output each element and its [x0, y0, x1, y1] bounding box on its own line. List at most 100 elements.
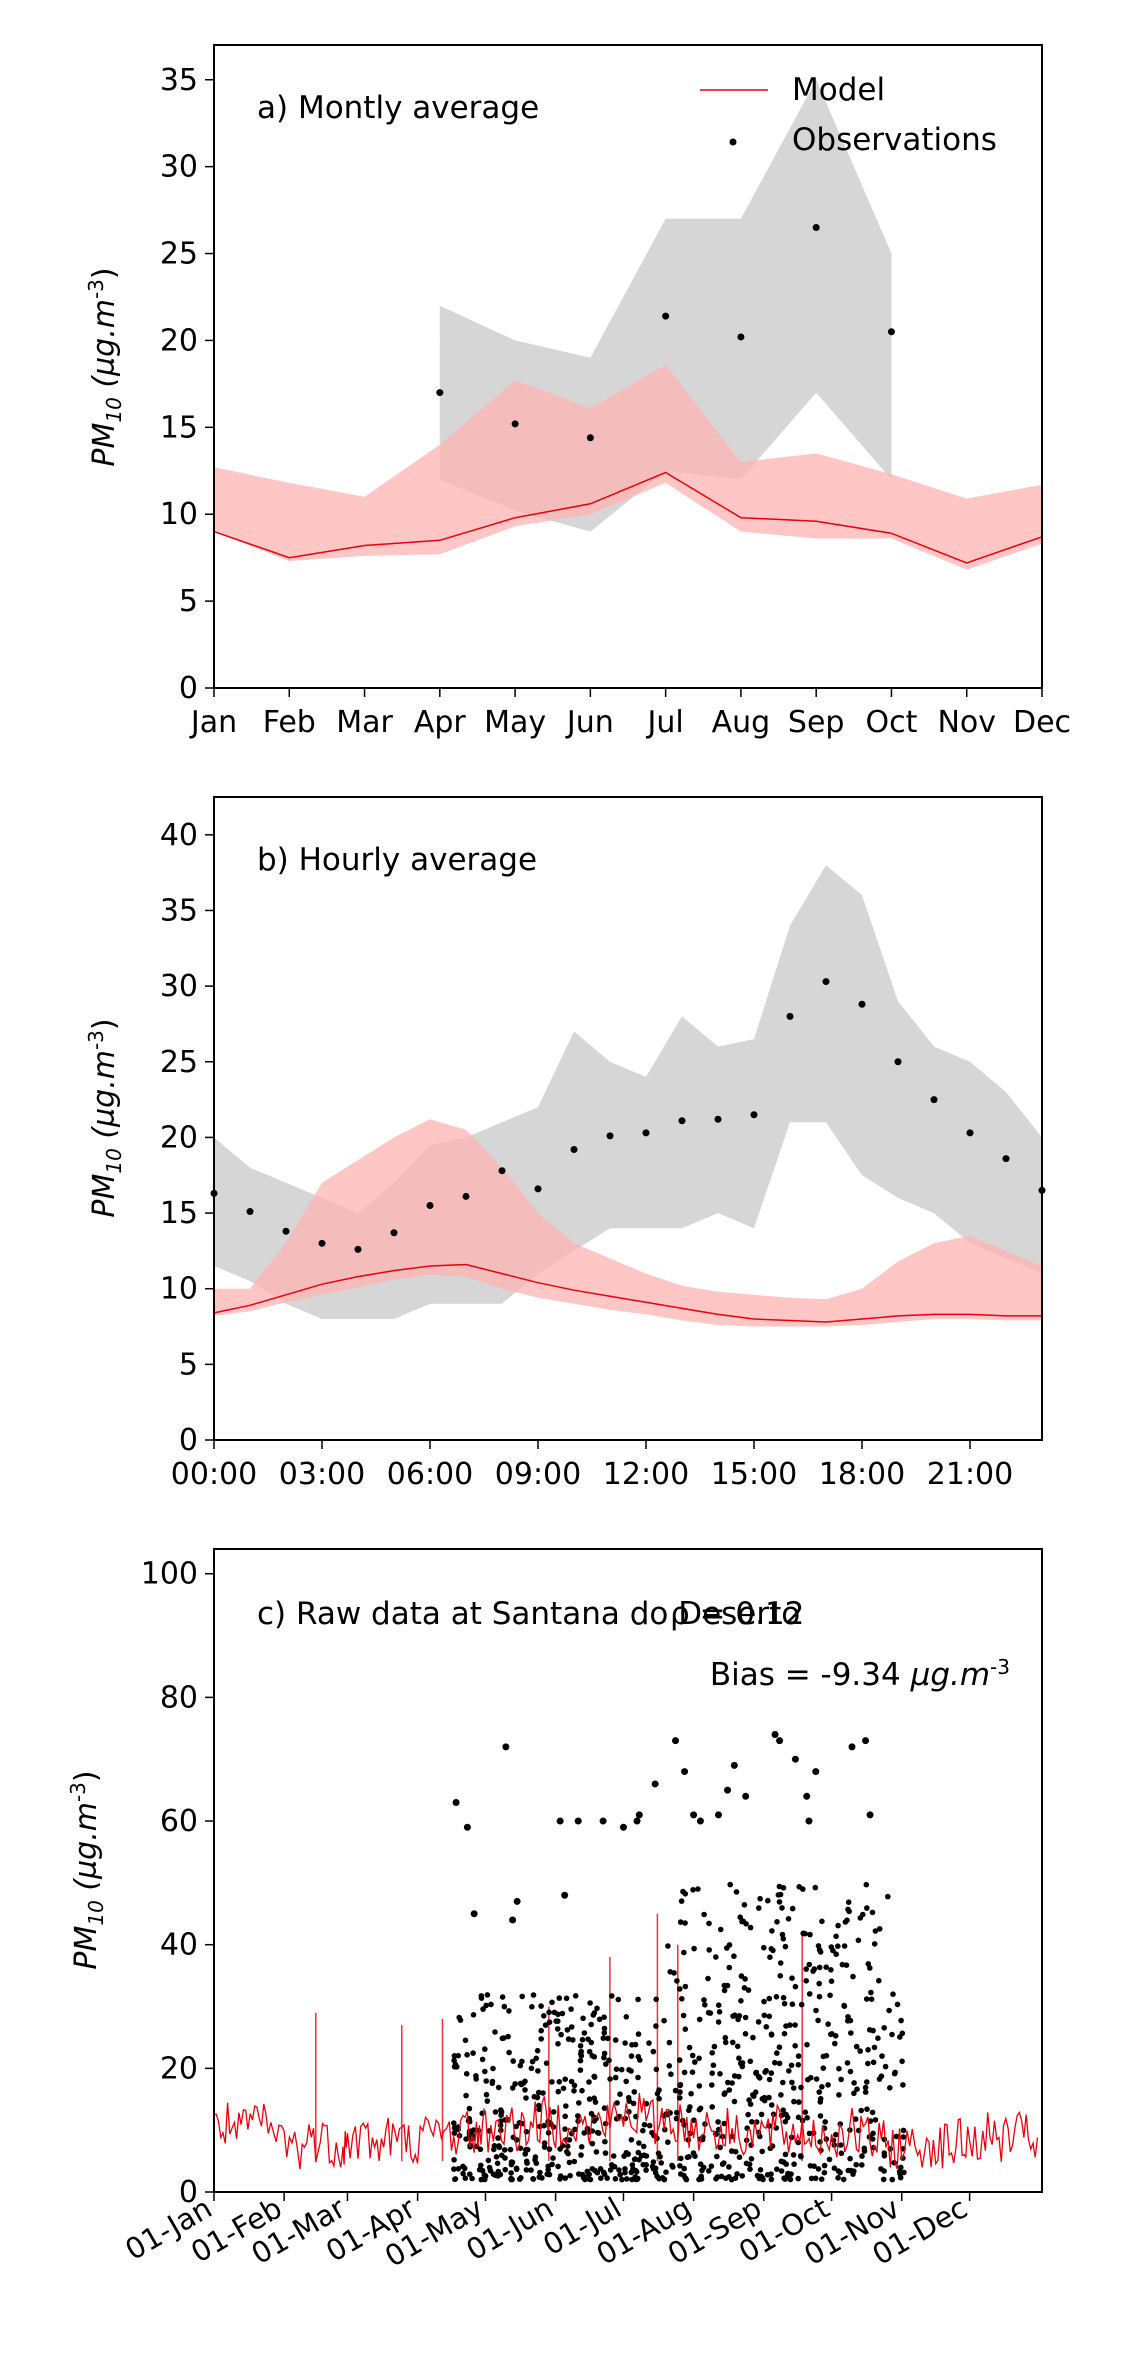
observation-point	[776, 2060, 783, 2067]
observation-point	[705, 1975, 711, 1982]
observation-point	[778, 2168, 785, 2174]
observation-point	[862, 2084, 869, 2091]
observation-point	[828, 1944, 835, 1950]
observation-point	[571, 2088, 577, 2094]
observation-point	[626, 2067, 632, 2073]
observation-point	[850, 1973, 856, 1980]
observation-point	[721, 1982, 728, 1989]
observation-point	[696, 2016, 703, 2023]
observation-point	[636, 2140, 642, 2146]
observation-point	[579, 2036, 586, 2043]
observation-point	[717, 2144, 723, 2151]
x-tick-label: Jun	[565, 705, 614, 740]
observation-point	[841, 1943, 848, 1949]
observation-point	[485, 2157, 492, 2164]
observation-point	[615, 1996, 622, 2003]
observation-point	[681, 1768, 689, 1776]
observation-point	[586, 2048, 593, 2055]
observation-point	[670, 2164, 676, 2170]
observation-point	[513, 2123, 519, 2130]
observation-point	[550, 2109, 557, 2115]
observation-point	[618, 2066, 625, 2073]
observation-point	[709, 2050, 715, 2056]
observation-point	[668, 2071, 674, 2077]
observation-point	[633, 2176, 639, 2183]
observation-point	[736, 2154, 743, 2160]
observation-point	[692, 2059, 698, 2065]
observation-point	[595, 2130, 602, 2136]
observation-point	[792, 2022, 798, 2028]
observation-point	[546, 2171, 553, 2178]
observation-point	[833, 2131, 839, 2138]
y-axis-label: PM10 (µg.m-3)	[66, 1770, 108, 1969]
observation-point	[534, 1185, 542, 1193]
observation-point	[530, 2176, 537, 2182]
observation-point	[560, 2085, 567, 2092]
observation-point	[821, 2169, 828, 2176]
observation-point	[796, 2099, 802, 2105]
observation-point	[473, 2073, 479, 2079]
y-tick-label: 30	[160, 969, 198, 1004]
observation-point	[451, 2166, 457, 2172]
observation-point	[483, 2002, 490, 2009]
observation-point	[522, 2078, 528, 2085]
observation-point	[756, 1905, 762, 1911]
observation-point	[565, 2036, 572, 2042]
observation-point	[678, 1898, 685, 1904]
observation-point	[602, 2150, 609, 2156]
observation-point	[577, 2057, 584, 2064]
observation-point	[816, 1993, 823, 2000]
y-tick-label: 20	[160, 2051, 198, 2086]
observation-point	[549, 2079, 555, 2085]
observation-point	[563, 2103, 569, 2109]
observation-point	[782, 2176, 788, 2182]
observation-point	[732, 2148, 739, 2155]
observation-point	[817, 2139, 823, 2145]
y-tick-label: 40	[160, 818, 198, 853]
observation-point	[876, 2076, 883, 2082]
observation-point	[677, 2163, 683, 2169]
observation-point	[835, 1943, 841, 1949]
observation-point	[817, 2099, 824, 2105]
observation-point	[770, 1947, 776, 1954]
x-tick-label: Jan	[189, 705, 237, 740]
observation-point	[777, 1973, 784, 1979]
observation-point	[737, 333, 745, 341]
observation-point	[484, 1992, 491, 1998]
observation-point	[766, 2076, 773, 2083]
observation-point	[1002, 1155, 1010, 1163]
observation-point	[556, 2079, 563, 2085]
observation-point	[563, 1995, 570, 2002]
observation-point	[819, 2084, 825, 2090]
observation-point	[628, 2169, 635, 2176]
observation-point	[803, 1978, 809, 1984]
observation-point	[536, 2102, 542, 2109]
observation-point	[721, 2120, 728, 2127]
observation-point	[832, 2040, 838, 2047]
observation-point	[835, 1922, 841, 1929]
observation-point	[614, 2100, 620, 2106]
observation-point	[885, 1893, 891, 1900]
observation-point	[650, 2048, 657, 2055]
observation-point	[555, 2163, 561, 2170]
observation-point	[709, 2104, 715, 2110]
observation-point	[780, 2079, 786, 2086]
observation-point	[868, 1996, 875, 2002]
observation-point	[761, 1944, 767, 1951]
observation-point	[829, 2031, 835, 2037]
observation-point	[853, 2161, 859, 2168]
observation-point	[653, 2066, 660, 2073]
observation-point	[687, 2104, 693, 2110]
observation-point	[610, 2153, 617, 2159]
observation-point	[798, 2001, 805, 2008]
observation-point	[469, 2175, 475, 2182]
observation-point	[900, 2134, 907, 2140]
observation-point	[568, 2078, 575, 2085]
observation-point	[771, 1730, 779, 1738]
observation-point	[607, 2167, 614, 2173]
observation-point	[783, 2111, 789, 2118]
observation-point	[857, 1915, 864, 1921]
observation-point	[436, 389, 444, 397]
observation-point	[862, 1737, 870, 1745]
x-tick-label: Oct	[866, 705, 918, 740]
